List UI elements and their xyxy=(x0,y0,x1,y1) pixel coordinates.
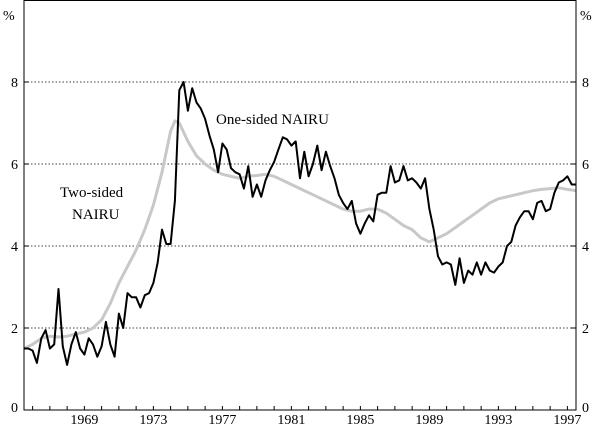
series-lines xyxy=(23,81,577,366)
tick-labels: 0 0 2 2 4 4 6 6 8 8 1969 1973 1977 1981 1985 1989 1993 19… xyxy=(11,76,589,428)
two-sided-label-line2: NAIRU xyxy=(72,207,120,223)
ytick-label-right-6: 6 xyxy=(582,158,589,173)
plot-frame xyxy=(23,0,577,411)
xtick-label-1977: 1977 xyxy=(208,413,236,428)
ytick-label-right-0: 0 xyxy=(582,401,589,416)
xtick-label-1989: 1989 xyxy=(415,413,443,428)
xtick-label-1985: 1985 xyxy=(346,413,374,428)
ytick-label-left-0: 0 xyxy=(11,401,18,416)
one-sided-nairu-label: One-sided NAIRU xyxy=(216,112,329,128)
y-unit-left: % xyxy=(3,9,15,24)
ytick-label-left-8: 8 xyxy=(11,76,18,91)
ytick-label-right-4: 4 xyxy=(582,240,589,255)
xtick-label-1973: 1973 xyxy=(139,413,167,428)
ytick-label-left-4: 4 xyxy=(11,240,18,255)
ytick-label-right-2: 2 xyxy=(582,322,589,337)
xtick-label-1981: 1981 xyxy=(277,413,305,428)
ytick-label-right-8: 8 xyxy=(582,76,589,91)
ytick-label-left-2: 2 xyxy=(11,322,18,337)
xtick-label-1993: 1993 xyxy=(484,413,512,428)
axis-ticks xyxy=(24,81,576,411)
one-sided-nairu-line xyxy=(24,81,576,366)
grid-lines xyxy=(24,81,576,329)
xtick-label-1969: 1969 xyxy=(70,413,98,428)
y-unit-right: % xyxy=(580,9,592,24)
two-sided-nairu-line xyxy=(23,119,577,350)
xtick-label-1997: 1997 xyxy=(553,413,581,428)
two-sided-label-line1: Two-sided xyxy=(60,185,124,201)
ytick-label-left-6: 6 xyxy=(11,158,18,173)
